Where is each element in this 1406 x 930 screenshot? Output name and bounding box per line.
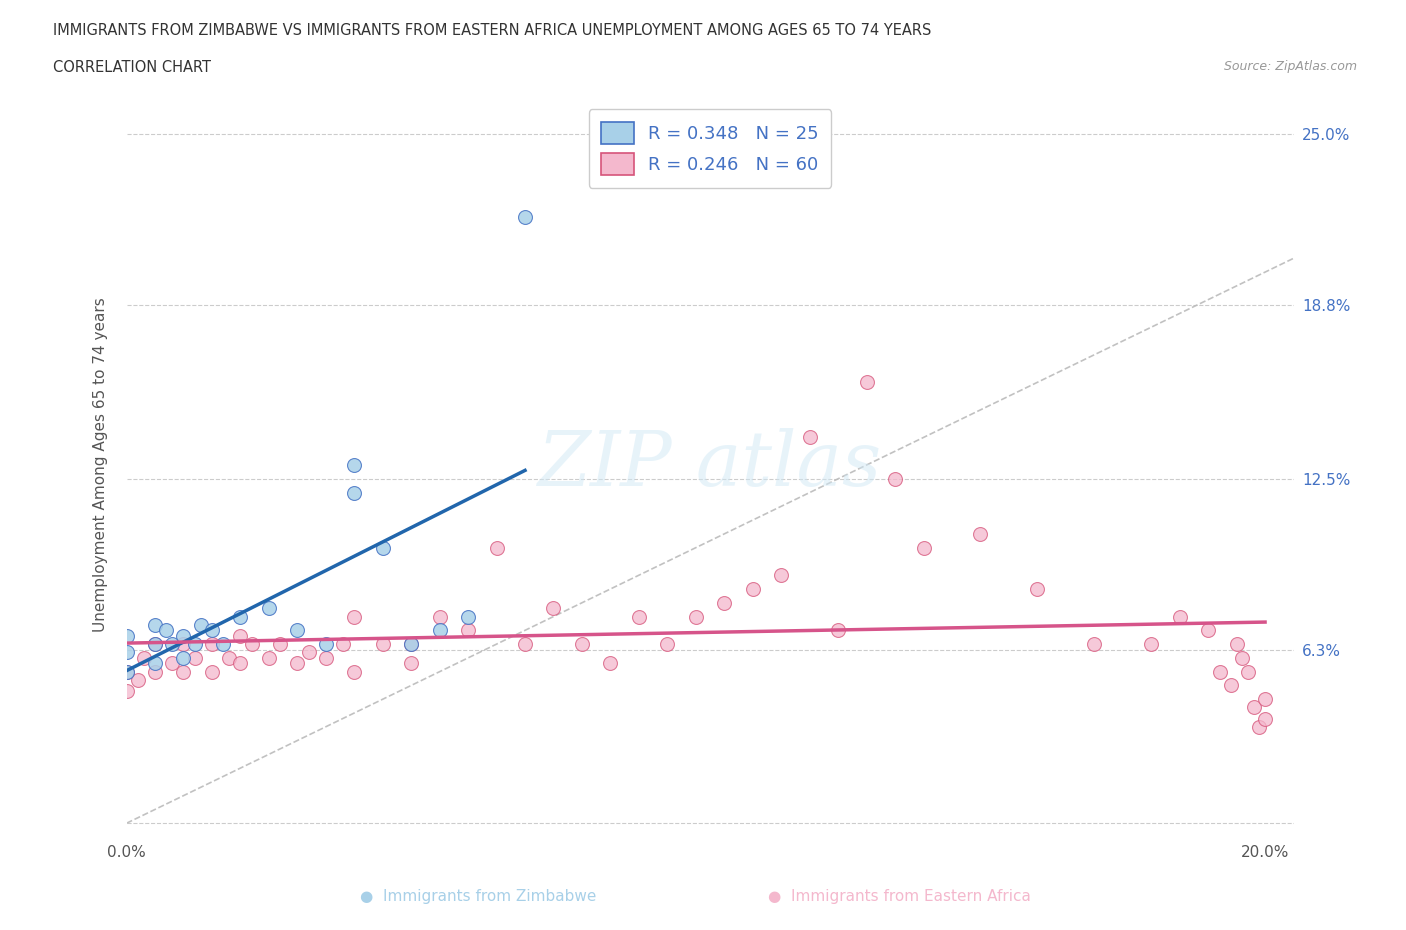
Point [229,609,252,624]
Point [855,375,877,390]
Point [1254,692,1277,707]
Point [315,650,337,665]
Point [172,629,194,644]
Point [229,629,252,644]
Point [190,618,212,632]
Text: ●  Immigrants from Zimbabwe: ● Immigrants from Zimbabwe [360,889,596,904]
Point [770,568,793,583]
Point [172,650,194,665]
Point [343,609,366,624]
Point [160,637,183,652]
Point [457,623,479,638]
Point [184,650,207,665]
Point [127,672,149,687]
Point [218,650,240,665]
Point [201,623,224,638]
Point [485,540,508,555]
Point [1208,664,1230,679]
Point [160,656,183,671]
Point [184,637,207,652]
Point [1243,700,1265,715]
Point [371,637,394,652]
Point [332,637,354,652]
Point [115,664,138,679]
Point [172,664,194,679]
Point [143,664,166,679]
Point [1232,650,1254,665]
Point [399,637,422,652]
Point [457,609,479,624]
Point [1083,637,1105,652]
Point [155,623,177,638]
Point [143,656,166,671]
Point [969,526,991,541]
Point [115,644,138,659]
Point [1226,637,1249,652]
Point [1237,664,1260,679]
Point [1249,719,1271,734]
Point [627,609,650,624]
Point [513,637,536,652]
Point [172,637,194,652]
Point [429,623,451,638]
Point [240,637,263,652]
Point [269,637,291,652]
Point [713,595,735,610]
Text: ZIP atlas: ZIP atlas [538,428,882,502]
Point [1219,678,1241,693]
Point [1140,637,1163,652]
Point [884,472,907,486]
Point [399,637,422,652]
Point [799,430,821,445]
Point [229,656,252,671]
Point [343,485,366,500]
Point [1197,623,1219,638]
Point [399,656,422,671]
Text: ●  Immigrants from Eastern Africa: ● Immigrants from Eastern Africa [769,889,1031,904]
Point [115,684,138,698]
Point [543,601,565,616]
Point [257,650,280,665]
Point [343,458,366,472]
Point [143,637,166,652]
Point [298,644,321,659]
Point [827,623,849,638]
Point [912,540,935,555]
Point [285,656,308,671]
Point [429,609,451,624]
Point [371,540,394,555]
Point [201,664,224,679]
Point [132,650,155,665]
Point [143,618,166,632]
Point [571,637,593,652]
Point [212,637,235,652]
Text: IMMIGRANTS FROM ZIMBABWE VS IMMIGRANTS FROM EASTERN AFRICA UNEMPLOYMENT AMONG AG: IMMIGRANTS FROM ZIMBABWE VS IMMIGRANTS F… [53,23,932,38]
Point [285,623,308,638]
Y-axis label: Unemployment Among Ages 65 to 74 years: Unemployment Among Ages 65 to 74 years [93,298,108,632]
Point [1026,581,1049,596]
Point [657,637,679,652]
Legend: R = 0.348   N = 25, R = 0.246   N = 60: R = 0.348 N = 25, R = 0.246 N = 60 [589,110,831,188]
Point [201,637,224,652]
Point [343,664,366,679]
Point [1254,711,1277,726]
Text: CORRELATION CHART: CORRELATION CHART [53,60,211,75]
Point [741,581,763,596]
Point [257,601,280,616]
Point [315,637,337,652]
Text: Source: ZipAtlas.com: Source: ZipAtlas.com [1223,60,1357,73]
Point [685,609,707,624]
Point [115,629,138,644]
Point [513,209,536,224]
Point [1168,609,1191,624]
Point [115,664,138,679]
Point [599,656,621,671]
Point [143,637,166,652]
